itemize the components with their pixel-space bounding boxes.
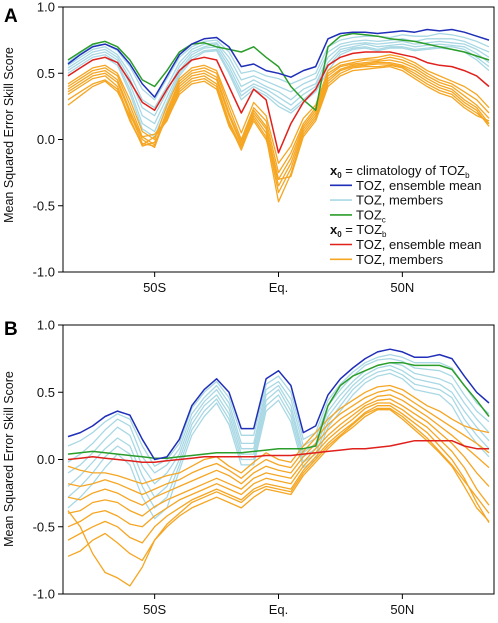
series-line-b-orange-12: [67, 398, 490, 517]
x-tick-label-b: 50N: [390, 602, 414, 617]
series-line-b-lightblue-3: [67, 353, 490, 467]
panel-label-b: B: [4, 319, 18, 340]
y-tick-label-b: 0.0: [37, 452, 55, 467]
legend-header-sub: b: [465, 171, 470, 180]
y-tick-label-b: -0.5: [33, 519, 55, 534]
legend-header-var-sub: 0: [337, 171, 342, 180]
series-line-b-blue-0: [67, 348, 490, 461]
series-line-a-lightblue-1: [67, 32, 490, 101]
series-line-a-orange-9: [67, 54, 490, 164]
series-line-b-lightblue-8: [67, 372, 490, 520]
y-tick-label-b: 0.5: [37, 385, 55, 400]
series-line-b-orange-16: [67, 407, 490, 587]
series-line-a-lightblue-5: [67, 46, 490, 133]
y-tick-label-a: -0.5: [33, 198, 55, 213]
series-line-a-orange-10: [67, 56, 490, 174]
series-line-a-lightblue-3: [67, 40, 490, 117]
legend-header-var-sub: 0: [337, 230, 342, 239]
series-line-b-lightblue-4: [67, 357, 490, 474]
x-tick-label-a: 50S: [143, 280, 166, 295]
legend-entry-text: TOZ, members: [356, 193, 444, 208]
x-tick-label-a: Eq.: [269, 280, 289, 295]
x-tick-label-b: Eq.: [269, 602, 289, 617]
y-axis-label-b: Mean Squared Error Skill Score: [2, 371, 16, 547]
ticks-group-b: -1.0 -0.5 0.0 0.5 1.0 50S Eq. 50N: [33, 318, 415, 618]
series-line-b-red-2: [67, 439, 489, 463]
legend-header-text: = TOZ: [342, 222, 382, 237]
series-line-a-red-8: [67, 51, 490, 154]
series-line-a-lightblue-2: [67, 38, 490, 109]
series-group-b: [67, 348, 490, 587]
y-tick-label-a: 0.5: [37, 66, 55, 81]
legend-label-sub: c: [382, 215, 386, 224]
series-line-a-blue-0: [67, 28, 490, 98]
y-axis-label-a: Mean Squared Error Skill Score: [2, 47, 16, 223]
legend-label: TOZ, ensemble mean: [356, 178, 481, 193]
y-tick-label-a: -1.0: [33, 265, 55, 280]
legend-entry-text: TOZ, ensemble mean: [356, 178, 481, 193]
x-tick-label-b: 50S: [143, 602, 166, 617]
series-line-b-lightblue-6: [67, 364, 490, 498]
series-line-b-orange-14: [67, 405, 490, 544]
series-line-a-lightblue-6: [67, 47, 490, 138]
panel-label-a: A: [4, 6, 18, 27]
y-tick-label-b: -1.0: [33, 587, 55, 602]
series-line-b-orange-13: [67, 402, 490, 528]
series-line-a-green-7: [67, 32, 490, 112]
x-tick-label-a: 50N: [390, 280, 414, 295]
panel-a: A Mean Squared Error Skill Score -1.0 -0.…: [2, 0, 495, 295]
legend-label: TOZ, ensemble mean: [356, 237, 481, 252]
ticks-group-a: -1.0 -0.5 0.0 0.5 1.0 50S Eq. 50N: [33, 0, 415, 295]
y-tick-label-a: 0.0: [37, 132, 55, 147]
legend-entry-text: x0 = climatology of TOZb: [330, 163, 470, 180]
series-line-b-orange-9: [67, 384, 490, 485]
y-tick-label-b: 1.0: [37, 318, 55, 333]
legend-entry-text: x0 = TOZb: [330, 222, 387, 239]
legend-label: TOZ, members: [356, 252, 444, 267]
legend-entry-text: TOZc: [356, 207, 386, 224]
series-line-a-orange-15: [67, 65, 490, 180]
series-line-b-orange-10: [67, 388, 490, 496]
legend-header-var: x: [330, 222, 338, 237]
series-line-a-orange-12: [67, 61, 490, 187]
y-tick-label-a: 1.0: [37, 0, 55, 15]
series-line-a-lightblue-4: [67, 43, 490, 125]
legend-header-sub: b: [382, 230, 387, 239]
legend-label: TOZ, members: [356, 193, 444, 208]
plot-frame-a: [62, 6, 495, 273]
legend-label: TOZ: [356, 207, 382, 222]
series-group-a: [67, 28, 490, 203]
series-line-b-orange-11: [67, 394, 490, 506]
legend-header-text: = climatology of TOZ: [342, 163, 465, 178]
legend-entry-text: TOZ, members: [356, 252, 444, 267]
series-line-b-green-1: [67, 361, 490, 459]
series-line-b-orange-15: [67, 409, 490, 562]
series-line-a-orange-14: [67, 64, 490, 203]
series-line-b-lightblue-7: [67, 368, 490, 509]
legend-header-var: x: [330, 163, 338, 178]
legend-entry-text: TOZ, ensemble mean: [356, 237, 481, 252]
panel-b: B Mean Squared Error Skill Score -1.0 -0.…: [2, 318, 495, 618]
